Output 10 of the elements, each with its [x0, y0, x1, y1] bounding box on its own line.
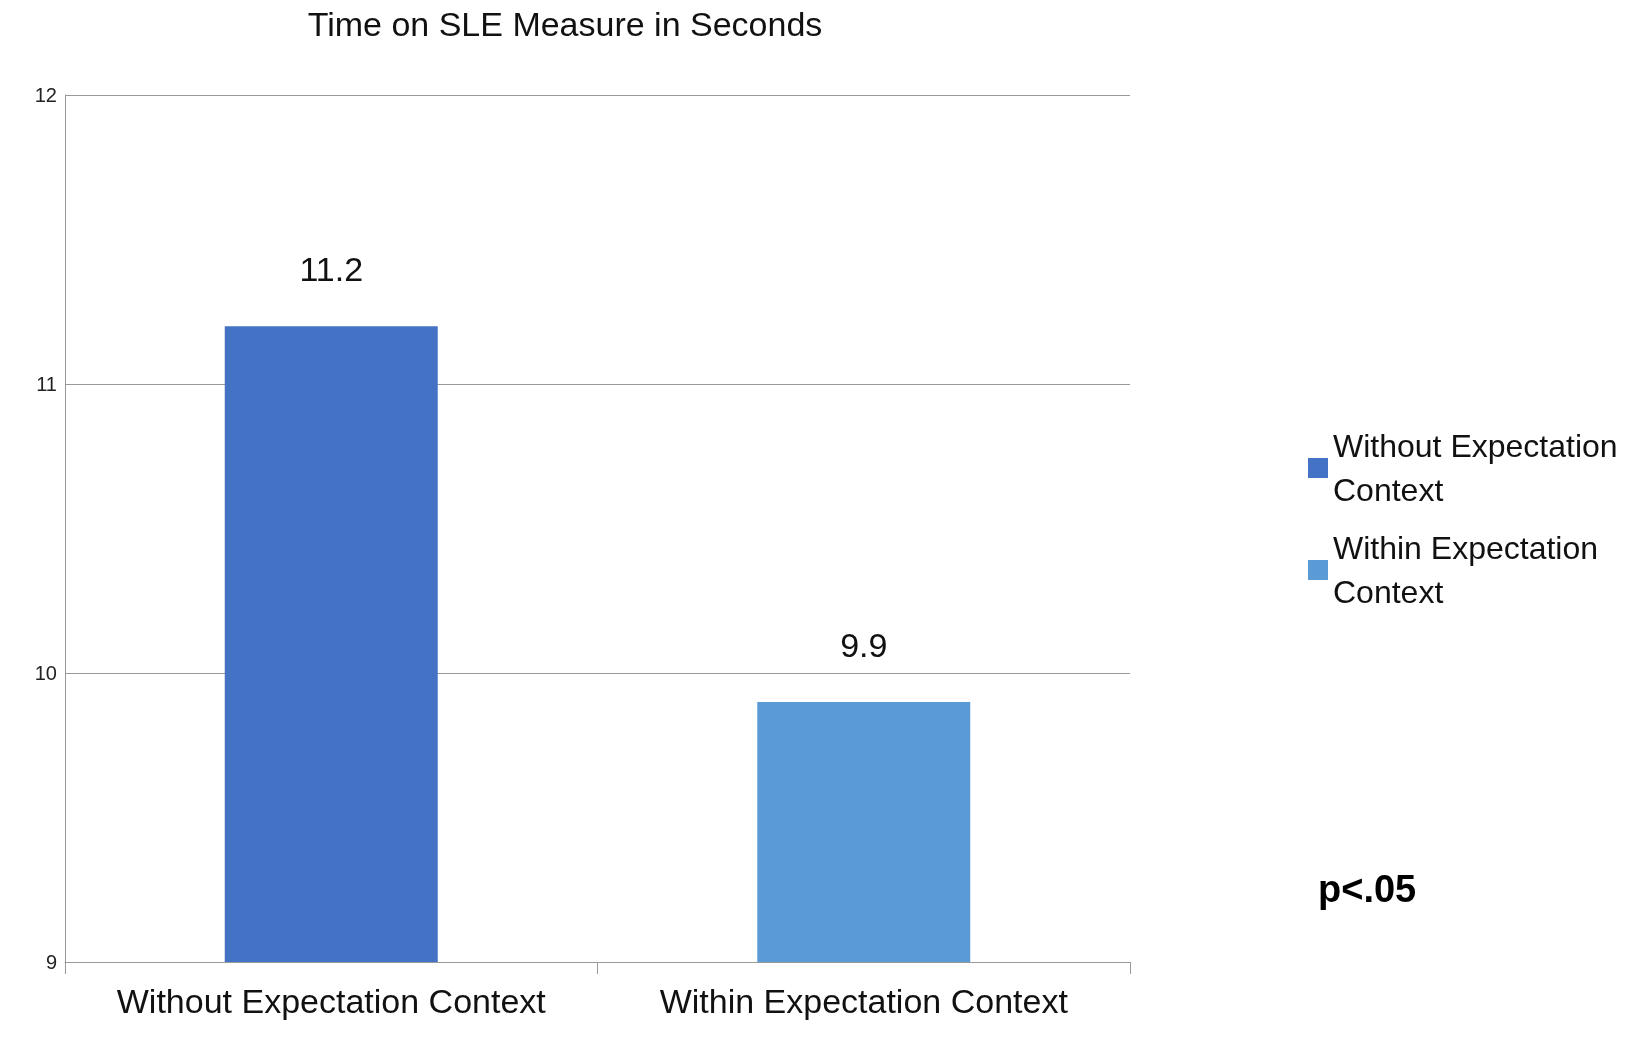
text: p<.05: [1318, 868, 1417, 910]
data-label: 11.2: [299, 250, 364, 289]
y-tick-label: 10: [34, 662, 57, 684]
y-tick-label: 11: [36, 373, 57, 395]
chart-title: Time on SLE Measure in Seconds: [307, 5, 823, 43]
y-tick-label: 12: [34, 84, 57, 106]
y-tick-label: 9: [45, 951, 57, 973]
data-label: 9.9: [840, 625, 888, 664]
legend-label: Without Expectation Context: [1333, 428, 1627, 508]
legend-label: Within Expectation Context: [1333, 530, 1607, 610]
